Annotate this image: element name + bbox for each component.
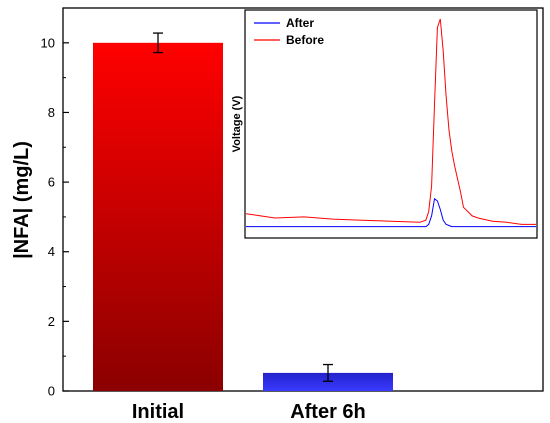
y-axis-title: |NFA| (mg/L) [11, 141, 33, 259]
y-tick-label: 8 [48, 105, 55, 120]
y-tick-label: 4 [48, 244, 55, 259]
legend-label-before: Before [286, 33, 324, 47]
error-bars [153, 32, 333, 382]
inset-line-before [245, 18, 536, 225]
bar-after-6h [263, 372, 393, 391]
inset-y-axis-title: Voltage (V) [231, 95, 243, 152]
legend-label-after: After [286, 16, 314, 30]
inset-frame [244, 9, 538, 239]
bars [93, 42, 393, 392]
category-labels: Initial After 6h [132, 401, 366, 423]
inset-lines [245, 18, 536, 228]
y-tick-label: 2 [48, 314, 55, 329]
category-label: After 6h [290, 401, 366, 423]
y-tick-label: 6 [48, 175, 55, 190]
inset-line-after [246, 197, 536, 228]
y-tick-label: 10 [41, 35, 55, 50]
inset-legend: After Before [254, 16, 324, 47]
inset-plot: Voltage (V) After Before [231, 9, 538, 239]
y-tick-label: 0 [48, 384, 55, 399]
bar-initial [93, 42, 223, 392]
y-axis-ticks: 0 2 4 6 8 10 [41, 35, 69, 399]
category-label: Initial [132, 401, 184, 423]
